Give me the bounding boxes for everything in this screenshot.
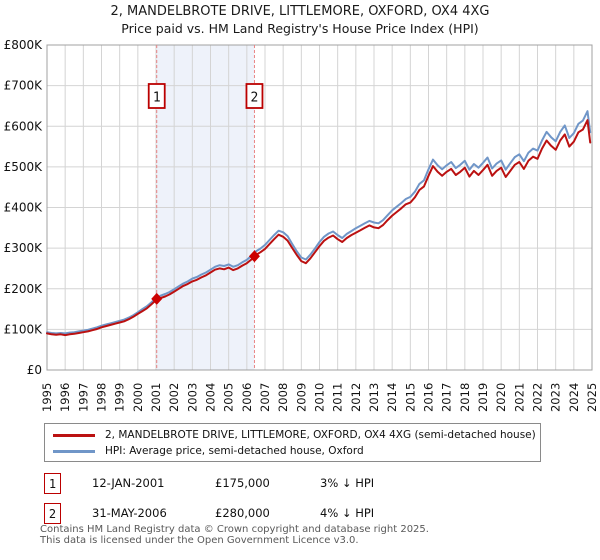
svg-text:2023: 2023 <box>549 383 563 412</box>
transaction-hpi-delta: 3% ↓ HPI <box>320 476 375 490</box>
transaction-price: £280,000 <box>215 506 270 520</box>
sale-point-marker <box>248 250 260 263</box>
transaction-row-1: 1 12-JAN-2001 £175,000 3% ↓ HPI <box>0 473 600 495</box>
transaction-date: 31-MAY-2006 <box>92 506 167 520</box>
svg-text:1998: 1998 <box>95 383 109 412</box>
legend-row-price-paid: 2, MANDELBROTE DRIVE, LITTLEMORE, OXFORD… <box>45 427 540 443</box>
svg-text:£700K: £700K <box>4 79 44 93</box>
svg-text:1995: 1995 <box>40 383 54 412</box>
series-lines <box>46 110 592 337</box>
transaction-number-badge: 1 <box>44 473 61 494</box>
sale-point-marker <box>151 292 163 305</box>
svg-text:2002: 2002 <box>167 383 181 412</box>
svg-text:1997: 1997 <box>76 383 90 412</box>
svg-text:2018: 2018 <box>458 383 472 412</box>
svg-text:2017: 2017 <box>440 383 454 412</box>
legend-row-hpi: HPI: Average price, semi-detached house,… <box>45 443 540 459</box>
svg-text:2024: 2024 <box>567 383 581 412</box>
transaction-price: £175,000 <box>215 476 270 490</box>
footer-copyright: Contains HM Land Registry data © Crown c… <box>40 524 429 535</box>
svg-text:2025: 2025 <box>585 383 599 412</box>
svg-text:2001: 2001 <box>149 383 163 412</box>
grid-lines <box>46 44 593 371</box>
svg-text:2004: 2004 <box>204 383 218 412</box>
sale-flag-box <box>147 83 166 109</box>
svg-text:1996: 1996 <box>58 383 72 412</box>
svg-text:2011: 2011 <box>331 383 345 412</box>
transaction-number-badge: 2 <box>44 503 61 524</box>
svg-text:£300K: £300K <box>4 241 44 255</box>
legend-label-price-paid: 2, MANDELBROTE DRIVE, LITTLEMORE, OXFORD… <box>105 429 536 441</box>
sale-flag-box <box>245 83 264 109</box>
svg-text:2013: 2013 <box>367 383 381 412</box>
axis-labels: £0 £100K £200K £300K £400K £500K £600K £700K £80… <box>4 38 599 412</box>
svg-text:2010: 2010 <box>313 383 327 412</box>
svg-text:2003: 2003 <box>185 383 199 412</box>
svg-text:2000: 2000 <box>131 383 145 412</box>
transaction-date: 12-JAN-2001 <box>92 476 165 490</box>
svg-text:2006: 2006 <box>240 383 254 412</box>
svg-text:£0: £0 <box>27 363 42 377</box>
transaction-row-2: 2 31-MAY-2006 £280,000 4% ↓ HPI <box>0 503 600 525</box>
svg-text:2015: 2015 <box>403 383 417 412</box>
legend-label-hpi: HPI: Average price, semi-detached house,… <box>105 445 364 457</box>
footer-licence: This data is licensed under the Open Gov… <box>40 535 359 546</box>
svg-text:£800K: £800K <box>4 38 44 52</box>
transaction-hpi-delta: 4% ↓ HPI <box>320 506 375 520</box>
legend-swatch-price-paid <box>53 433 95 437</box>
svg-text:2005: 2005 <box>222 383 236 412</box>
svg-text:£600K: £600K <box>4 119 44 133</box>
legend-swatch-hpi <box>53 449 95 453</box>
svg-text:2007: 2007 <box>258 383 272 412</box>
svg-text:£500K: £500K <box>4 160 44 174</box>
svg-text:2019: 2019 <box>476 383 490 412</box>
svg-text:2: 2 <box>251 91 259 106</box>
chart-title: 2, MANDELBROTE DRIVE, LITTLEMORE, OXFORD… <box>110 4 490 19</box>
svg-text:2008: 2008 <box>276 383 290 412</box>
svg-text:1999: 1999 <box>113 383 127 412</box>
svg-text:2020: 2020 <box>494 383 508 412</box>
svg-text:2014: 2014 <box>385 383 399 412</box>
svg-text:£400K: £400K <box>4 201 44 215</box>
chart-subtitle: Price paid vs. HM Land Registry's House … <box>121 21 479 36</box>
chart-legend: 2, MANDELBROTE DRIVE, LITTLEMORE, OXFORD… <box>44 423 541 462</box>
svg-text:2022: 2022 <box>531 383 545 412</box>
svg-text:2012: 2012 <box>349 383 363 412</box>
svg-text:£100K: £100K <box>4 322 44 336</box>
svg-text:1: 1 <box>153 91 161 106</box>
svg-text:2009: 2009 <box>294 383 308 412</box>
svg-text:£200K: £200K <box>4 282 44 296</box>
svg-text:2016: 2016 <box>422 383 436 412</box>
svg-text:2021: 2021 <box>512 383 526 412</box>
price-chart-svg: 1 2£0£100K£200K£300K£400K£500K£600K£700K£… <box>4 38 599 412</box>
